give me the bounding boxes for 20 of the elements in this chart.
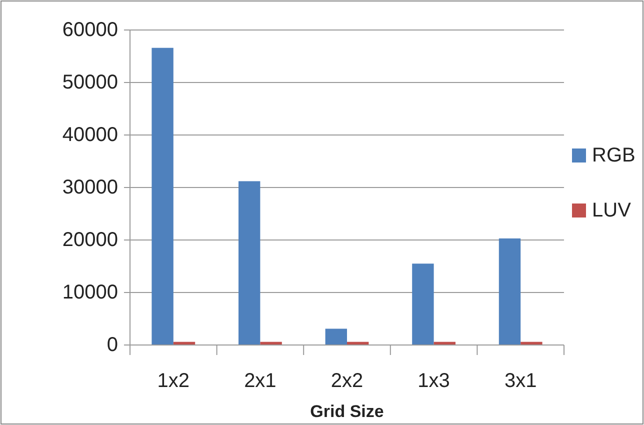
bar: [152, 48, 174, 345]
y-tick-label: 0: [106, 334, 118, 356]
y-tick-label: 40000: [62, 124, 118, 146]
x-tick-label: 2x1: [244, 370, 276, 392]
bar: [498, 238, 521, 345]
y-tick-label: 50000: [62, 72, 118, 94]
x-tick-label: 1x2: [157, 370, 190, 392]
bar: [238, 181, 260, 345]
bar: [412, 264, 434, 345]
legend-label: RGB: [592, 144, 636, 166]
bar: [325, 328, 347, 345]
y-tick-label: 10000: [62, 282, 118, 304]
y-tick-label: 60000: [62, 19, 118, 41]
x-tick-label: 2x2: [330, 370, 364, 392]
y-tick-label: 20000: [62, 229, 118, 251]
legend-label: LUV: [592, 200, 632, 222]
y-tick-label: 30000: [62, 176, 118, 198]
x-tick-label: 1x3: [418, 370, 450, 392]
x-axis-title: Grid Size: [310, 402, 384, 421]
x-tick-label: 3x1: [504, 370, 537, 392]
